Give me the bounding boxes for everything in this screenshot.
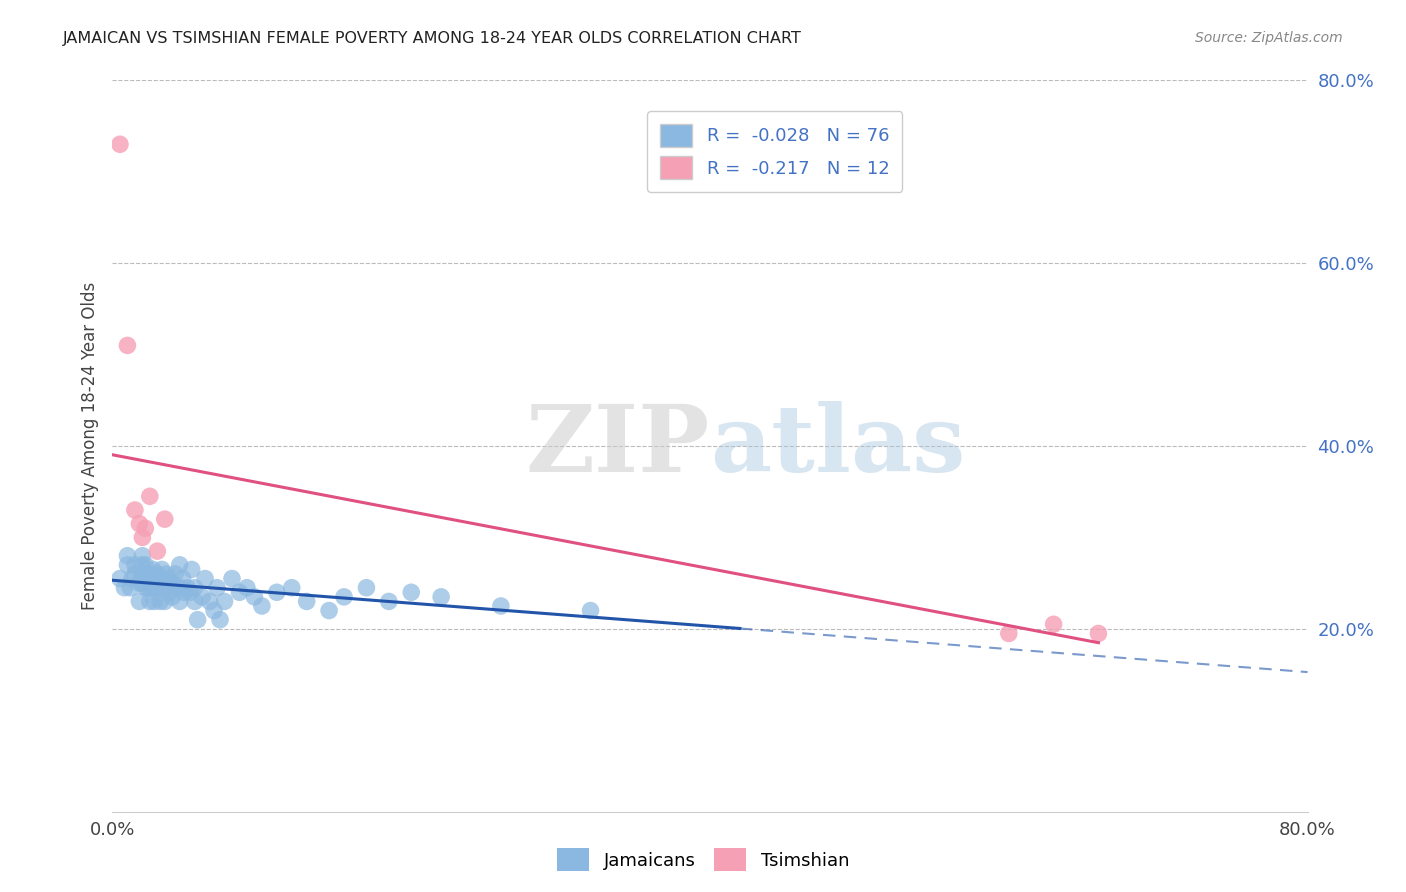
Point	[131, 549, 153, 563]
Point	[176, 581, 198, 595]
Point	[295, 594, 318, 608]
Point	[124, 558, 146, 572]
Text: Source: ZipAtlas.com: Source: ZipAtlas.com	[1195, 31, 1343, 45]
Point	[228, 585, 250, 599]
Point	[489, 599, 512, 613]
Point	[146, 581, 169, 595]
Point	[266, 585, 288, 599]
Point	[120, 581, 142, 595]
Point	[108, 137, 131, 152]
Point	[108, 572, 131, 586]
Point	[150, 562, 173, 576]
Point	[214, 594, 236, 608]
Point	[128, 594, 150, 608]
Point	[139, 489, 162, 503]
Point	[221, 572, 243, 586]
Point	[155, 567, 177, 582]
Point	[131, 567, 153, 582]
Point	[134, 567, 156, 582]
Point	[378, 594, 401, 608]
Point	[138, 572, 160, 586]
Point	[430, 590, 453, 604]
Point	[117, 558, 139, 572]
Point	[117, 549, 139, 563]
Point	[198, 594, 221, 608]
Point	[157, 585, 180, 599]
Point	[1042, 617, 1064, 632]
Point	[1087, 626, 1109, 640]
Point	[153, 512, 176, 526]
Point	[157, 572, 180, 586]
Point	[998, 626, 1021, 640]
Point	[243, 590, 266, 604]
Point	[165, 581, 187, 595]
Point	[139, 594, 162, 608]
Point	[172, 572, 194, 586]
Point	[169, 581, 191, 595]
Point	[205, 581, 228, 595]
Point	[169, 558, 191, 572]
Y-axis label: Female Poverty Among 18-24 Year Olds: Female Poverty Among 18-24 Year Olds	[80, 282, 98, 610]
Point	[128, 576, 150, 591]
Point	[281, 581, 304, 595]
Point	[202, 603, 225, 617]
Point	[143, 594, 166, 608]
Point	[142, 572, 165, 586]
Point	[134, 558, 156, 572]
Point	[128, 516, 150, 531]
Point	[180, 562, 202, 576]
Point	[139, 581, 162, 595]
Point	[146, 567, 169, 582]
Point	[162, 590, 183, 604]
Point	[318, 603, 340, 617]
Point	[165, 567, 187, 582]
Point	[131, 530, 153, 544]
Point	[142, 562, 165, 576]
Point	[183, 581, 205, 595]
Point	[114, 581, 135, 595]
Point	[121, 572, 143, 586]
Point	[579, 603, 602, 617]
Point	[179, 585, 201, 599]
Point	[124, 567, 146, 582]
Point	[131, 576, 153, 591]
Point	[146, 576, 169, 591]
Legend: R =  -0.028   N = 76, R =  -0.217   N = 12: R = -0.028 N = 76, R = -0.217 N = 12	[647, 112, 903, 192]
Point	[173, 585, 195, 599]
Point	[131, 572, 153, 586]
Point	[153, 581, 176, 595]
Text: atlas: atlas	[710, 401, 966, 491]
Point	[401, 585, 423, 599]
Point	[134, 521, 156, 535]
Point	[124, 503, 146, 517]
Text: JAMAICAN VS TSIMSHIAN FEMALE POVERTY AMONG 18-24 YEAR OLDS CORRELATION CHART: JAMAICAN VS TSIMSHIAN FEMALE POVERTY AMO…	[63, 31, 803, 46]
Point	[131, 558, 153, 572]
Point	[138, 581, 160, 595]
Point	[146, 544, 169, 558]
Point	[250, 599, 273, 613]
Point	[236, 581, 259, 595]
Point	[117, 338, 139, 352]
Point	[134, 581, 156, 595]
Point	[209, 613, 232, 627]
Point	[169, 594, 191, 608]
Point	[356, 581, 378, 595]
Point	[139, 567, 162, 582]
Legend: Jamaicans, Tsimshian: Jamaicans, Tsimshian	[550, 841, 856, 879]
Point	[149, 594, 172, 608]
Point	[162, 576, 183, 591]
Point	[143, 581, 166, 595]
Point	[194, 572, 217, 586]
Point	[187, 613, 209, 627]
Point	[183, 594, 205, 608]
Point	[153, 594, 176, 608]
Text: ZIP: ZIP	[526, 401, 710, 491]
Point	[191, 590, 214, 604]
Point	[333, 590, 356, 604]
Point	[149, 572, 172, 586]
